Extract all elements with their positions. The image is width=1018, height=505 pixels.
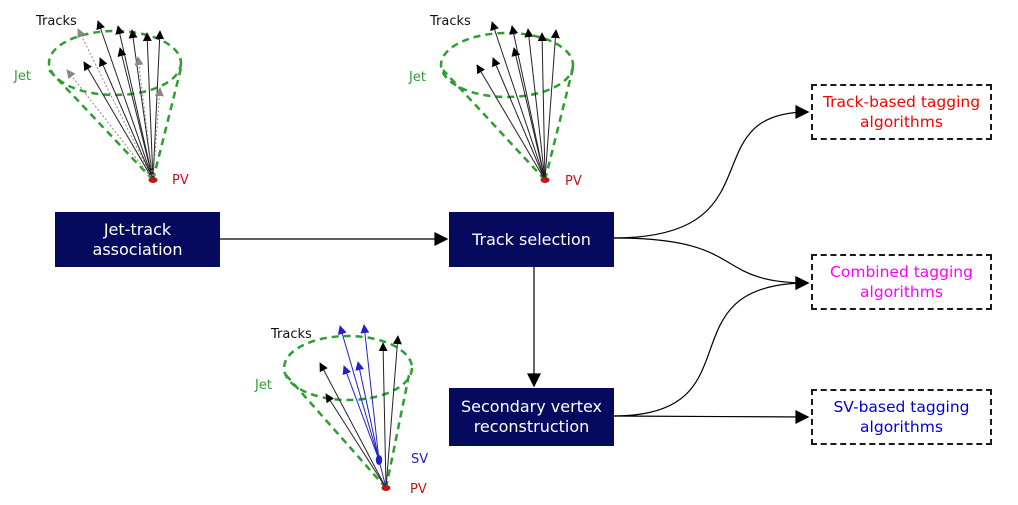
arrow-selection-to-track-based	[613, 105, 810, 239]
tracks-label-2: Tracks	[430, 14, 471, 29]
jet-cone-ellipse	[47, 29, 183, 97]
tracks-label-3: Tracks	[271, 327, 312, 342]
pv-label-2: PV	[565, 174, 582, 189]
tracks-solid	[319, 335, 402, 489]
pv-label-1: PV	[172, 173, 189, 188]
sv-flight-line	[378, 459, 387, 489]
sv-based-tagging-label: SV-based tagging algorithms	[833, 398, 970, 436]
track-selection-label: Track selection	[472, 229, 591, 249]
tracks-solid	[83, 20, 165, 181]
arrow-sv-to-combined	[613, 276, 810, 417]
jet-cone-edge	[284, 373, 387, 489]
jet-cone-edge	[543, 67, 575, 181]
arrow-sv-to-sv-based	[613, 409, 810, 424]
jet-track-association-label: Jet-track association	[92, 219, 183, 259]
jet-cone-edge	[151, 67, 183, 181]
jet-label-1: Jet	[14, 69, 31, 84]
jet-label-3: Jet	[255, 378, 272, 393]
secondary-vertex-label: Secondary vertex reconstruction	[460, 397, 602, 436]
sv-marker	[375, 455, 383, 465]
jet-cone-edge	[442, 69, 546, 181]
jet-label-2: Jet	[409, 70, 426, 85]
pv-label-3: PV	[410, 482, 427, 497]
jet-cone-2	[439, 21, 575, 183]
combined-tagging-label: Combined tagging algorithms	[830, 263, 973, 301]
jet-cone-1	[47, 20, 183, 183]
flow-connectors	[220, 105, 810, 424]
tracks-solid	[476, 21, 560, 181]
jet-cone-edge	[384, 369, 412, 489]
arrow-selection-to-combined	[613, 237, 810, 290]
sv-based-tagging-box: SV-based tagging algorithms	[811, 389, 992, 445]
tracks-label-1: Tracks	[36, 14, 77, 29]
combined-tagging-box: Combined tagging algorithms	[811, 254, 992, 310]
tracks-displaced	[337, 324, 380, 461]
sv-label: SV	[411, 452, 429, 467]
jet-cone-edge	[48, 69, 154, 181]
track-selection-box: Track selection	[449, 212, 614, 267]
pv-marker	[148, 177, 158, 183]
jet-track-association-box: Jet-track association	[55, 212, 220, 267]
tracks-dotted	[66, 28, 164, 181]
jet-cone-3	[282, 324, 414, 491]
track-based-tagging-label: Track-based tagging algorithms	[822, 93, 981, 131]
pv-marker	[540, 177, 550, 183]
jet-cone-ellipse	[439, 31, 575, 99]
track-based-tagging-box: Track-based tagging algorithms	[811, 84, 992, 140]
jet-cone-ellipse	[282, 334, 414, 402]
pv-marker	[381, 485, 391, 491]
secondary-vertex-box: Secondary vertex reconstruction	[449, 388, 614, 446]
